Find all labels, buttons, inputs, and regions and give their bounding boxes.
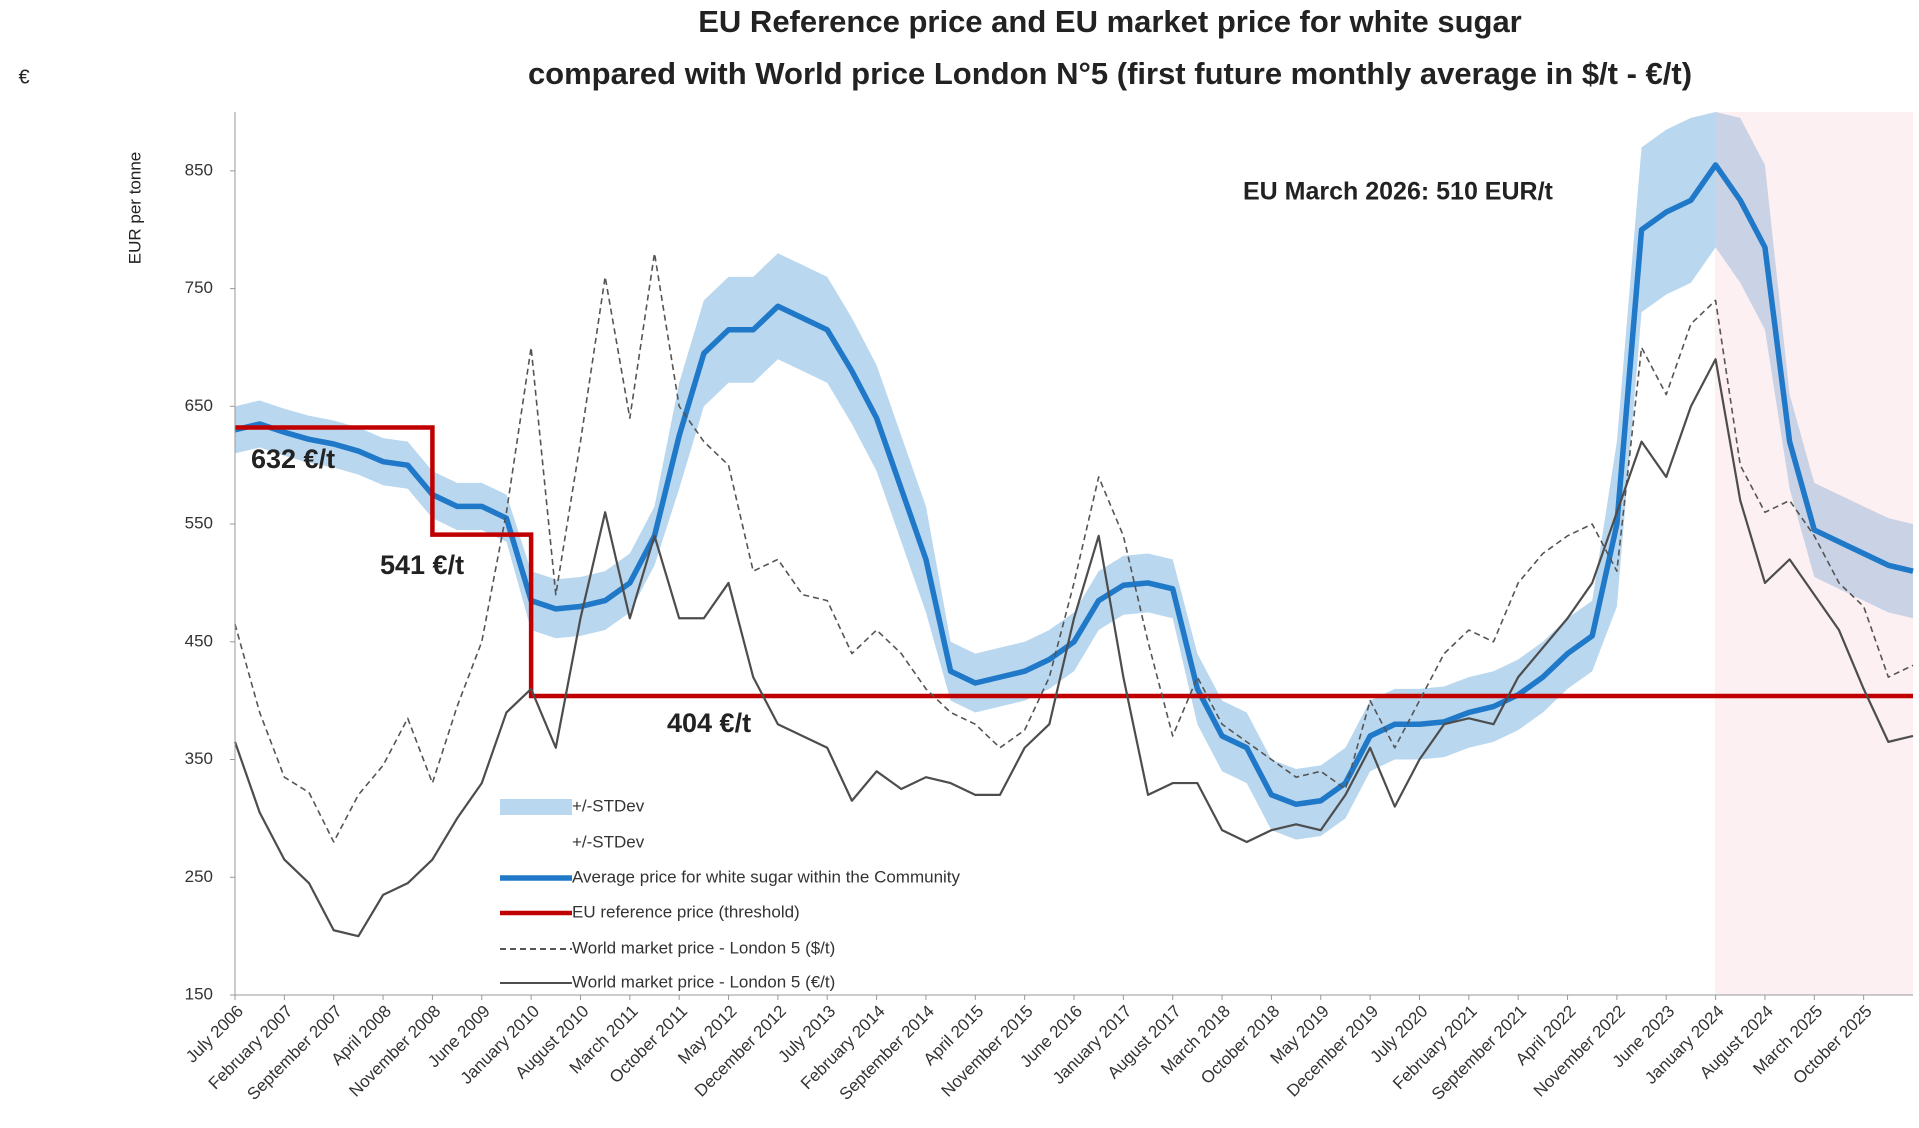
series-line <box>233 358 1914 938</box>
y-tick-label: 150 <box>185 984 213 1003</box>
reference-line <box>235 425 1913 699</box>
annotation: 632 €/t <box>251 444 335 474</box>
chart-subtitle: compared with World price London N°5 (fi… <box>528 56 1692 91</box>
y-tick-label: 850 <box>185 160 213 179</box>
annotation: EU March 2026: 510 EUR/t <box>1243 178 1554 206</box>
y-tick-label: 350 <box>185 749 213 768</box>
y-tick-label: 450 <box>185 631 213 650</box>
chart-title: EU Reference price and EU market price f… <box>698 4 1522 39</box>
y-tick-label: 250 <box>185 867 213 886</box>
y-axis-label: EUR per tonne <box>125 152 144 264</box>
annotation: 541 €/t <box>380 550 464 580</box>
series-line <box>234 252 1914 843</box>
corner-mark: € <box>18 66 29 88</box>
legend-label: World market price - London 5 (€/t) <box>572 972 835 991</box>
y-tick-label: 750 <box>185 278 213 297</box>
y-tick-label: 550 <box>185 514 213 533</box>
series-line <box>234 162 1914 808</box>
annotation: 404 €/t <box>667 708 751 738</box>
legend-label: Average price for white sugar within the… <box>572 867 961 886</box>
legend-label: +/-STDev <box>572 832 645 851</box>
y-tick-label: 650 <box>185 396 213 415</box>
forecast-shade <box>1715 112 1913 995</box>
legend-swatch <box>500 799 572 815</box>
legend-label: World market price - London 5 ($/t) <box>572 938 835 957</box>
legend-label: EU reference price (threshold) <box>572 902 800 921</box>
stdev-area <box>235 247 1913 996</box>
legend-label: +/-STDev <box>572 796 645 815</box>
legend-swatch <box>500 835 572 851</box>
